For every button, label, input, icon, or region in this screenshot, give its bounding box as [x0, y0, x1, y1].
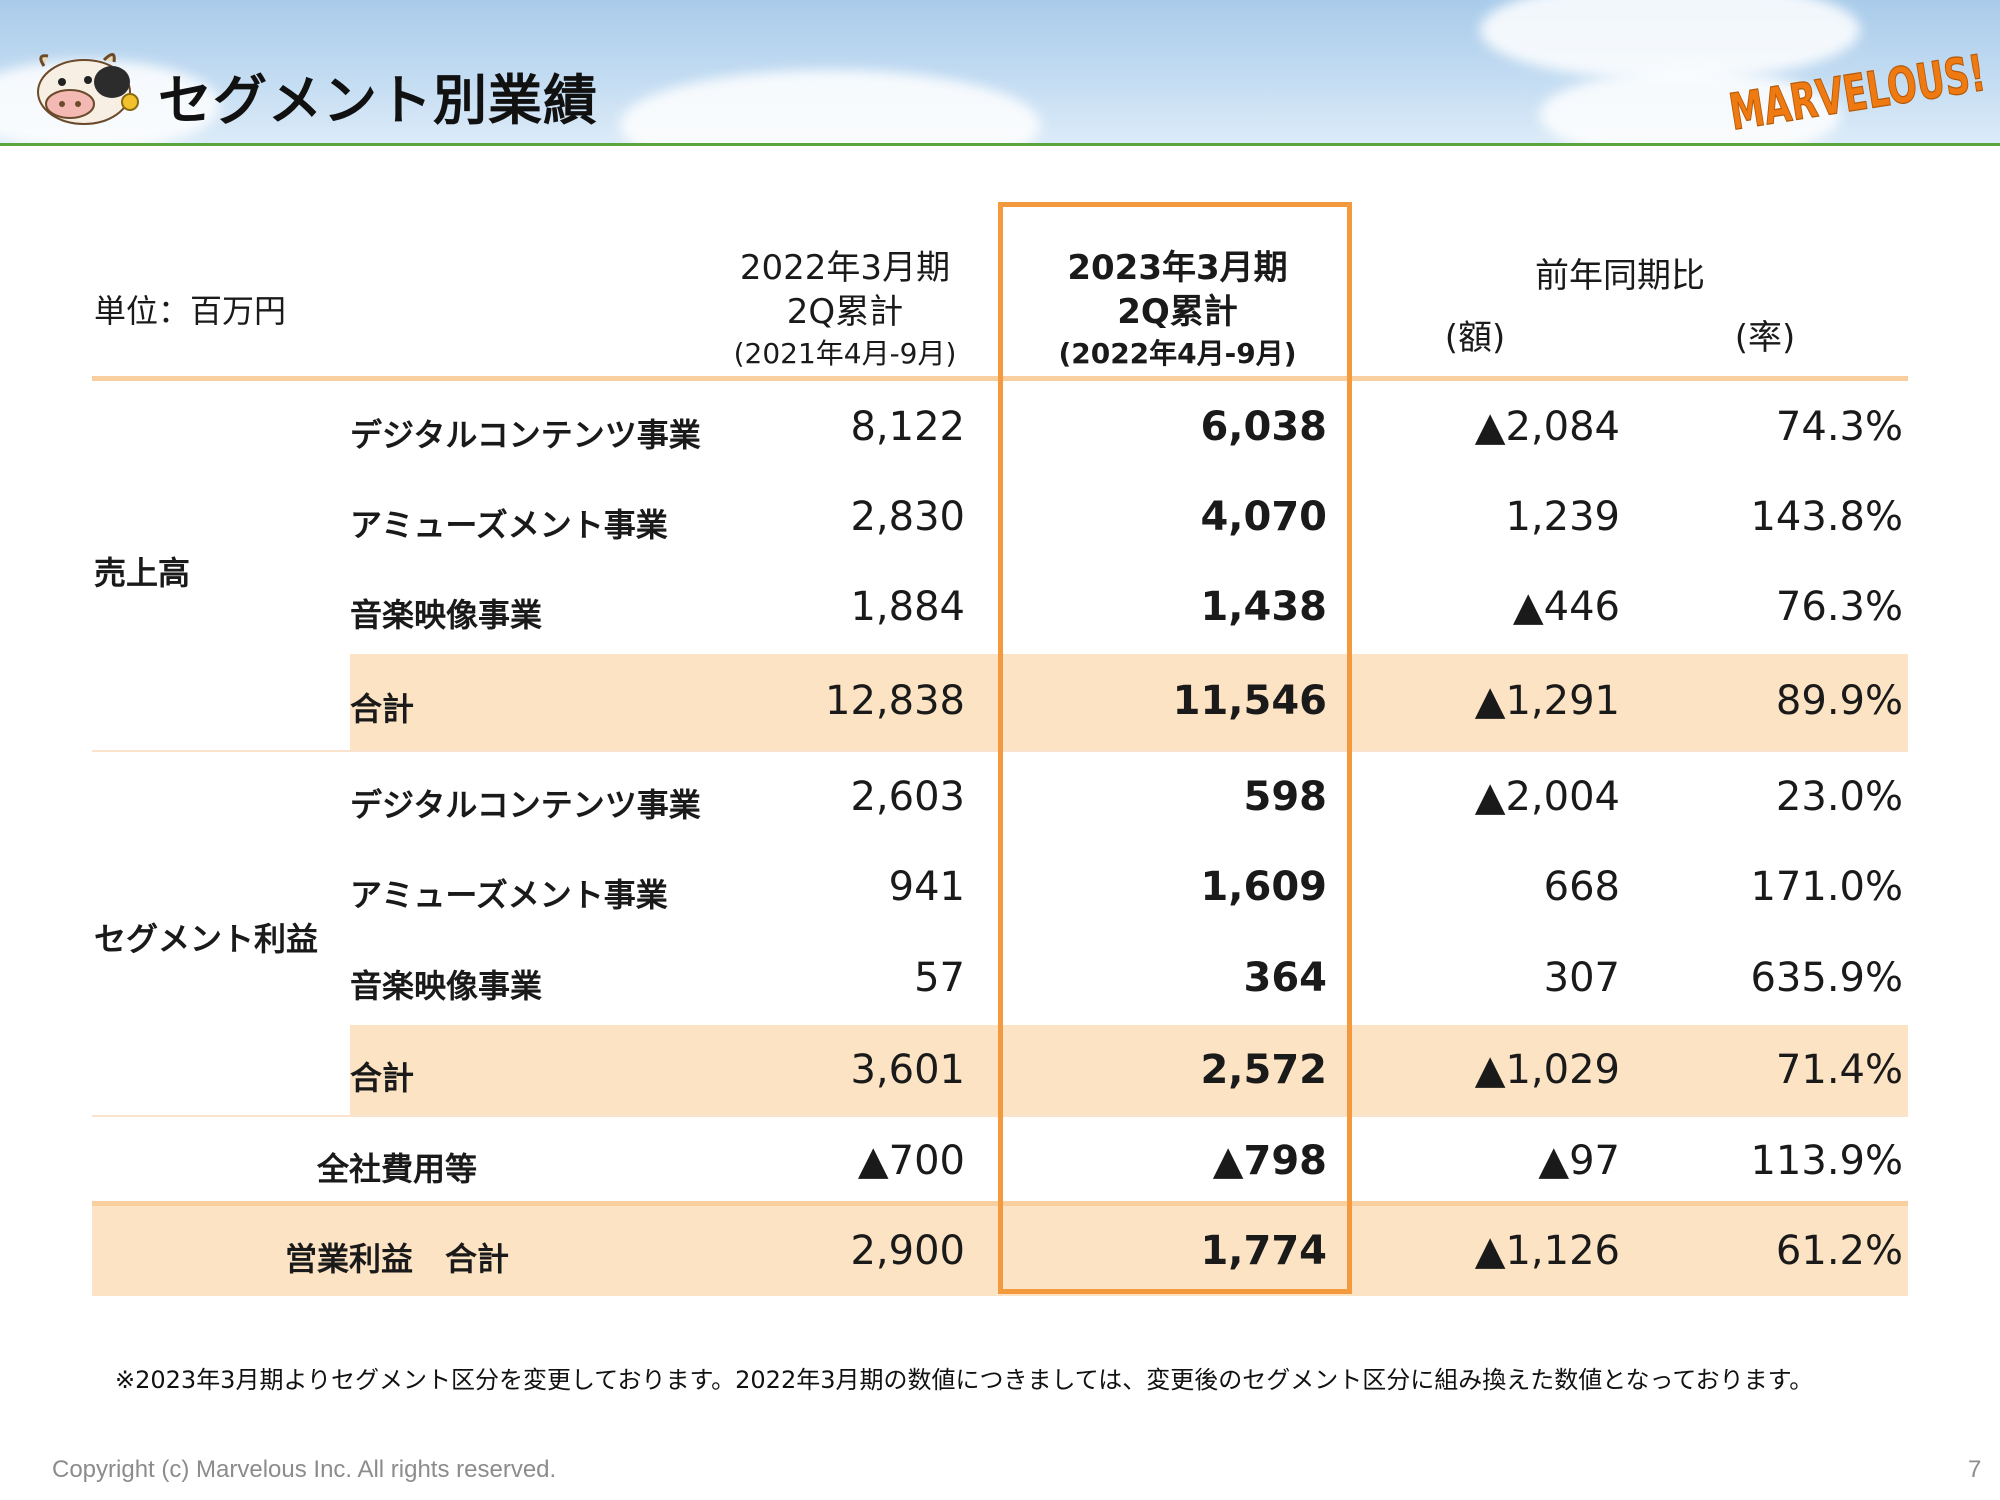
- prev-value: 2,603: [850, 774, 965, 820]
- diff-value: ▲2,004: [1474, 774, 1620, 820]
- prev-value: 57: [914, 955, 965, 1001]
- sales-total-band: [350, 654, 1908, 750]
- curr-col-header-line2: 2Q累計: [1117, 292, 1238, 332]
- rate-value: 71.4%: [1775, 1047, 1903, 1093]
- yoy-amount-header: (額): [1444, 318, 1506, 358]
- unit-label: 単位：百万円: [94, 292, 287, 330]
- diff-value: ▲1,126: [1474, 1228, 1620, 1274]
- curr-col-header-line3: (2022年4月-9月): [1058, 337, 1297, 370]
- rate-value: 113.9%: [1750, 1138, 1903, 1184]
- prev-value: 8,122: [850, 404, 965, 450]
- row-label: 合計: [350, 690, 415, 728]
- prev-value: 2,900: [850, 1228, 965, 1274]
- diff-value: ▲97: [1538, 1138, 1620, 1184]
- row-label: アミューズメント事業: [350, 876, 668, 914]
- diff-value: 1,239: [1505, 494, 1620, 540]
- prev-col-header-line2: 2Q累計: [786, 292, 904, 332]
- cloud-decoration: [1540, 70, 1840, 143]
- yoy-rate-header: (率): [1734, 318, 1796, 358]
- page-title: セグメント別業績: [158, 69, 598, 132]
- prev-value: ▲700: [857, 1138, 965, 1184]
- prev-col-header-line1: 2022年3月期: [739, 248, 951, 288]
- rate-value: 143.8%: [1750, 494, 1903, 540]
- curr-value: ▲798: [1212, 1138, 1327, 1184]
- cloud-decoration: [1480, 0, 1860, 80]
- row-label: アミューズメント事業: [350, 506, 668, 544]
- cow-mascot-icon: [37, 53, 139, 125]
- diff-value: ▲1,291: [1474, 678, 1620, 724]
- prev-col-header-line3: (2021年4月-9月): [733, 337, 957, 370]
- row-label: 全社費用等: [316, 1150, 477, 1188]
- row-label: デジタルコンテンツ事業: [350, 416, 701, 454]
- diff-value: 307: [1543, 955, 1620, 1001]
- curr-value: 11,546: [1172, 678, 1327, 724]
- diff-value: 668: [1543, 864, 1620, 910]
- cloud-decoration: [620, 70, 1040, 143]
- curr-value: 598: [1243, 774, 1328, 820]
- prev-value: 12,838: [825, 678, 965, 724]
- current-period-highlight: [998, 202, 1352, 1294]
- header-divider: [0, 143, 2000, 146]
- diff-value: ▲1,029: [1474, 1047, 1620, 1093]
- curr-value: 1,609: [1200, 864, 1327, 910]
- row-label: デジタルコンテンツ事業: [350, 786, 701, 824]
- curr-value: 1,438: [1200, 584, 1327, 630]
- diff-value: ▲446: [1512, 584, 1620, 630]
- row-label: 音楽映像事業: [350, 596, 543, 634]
- prev-value: 941: [888, 864, 965, 910]
- curr-value: 364: [1243, 955, 1328, 1001]
- page-number: 7: [1968, 1456, 1982, 1483]
- prev-value: 1,884: [850, 584, 965, 630]
- prev-value: 2,830: [850, 494, 965, 540]
- copyright: Copyright (c) Marvelous Inc. All rights …: [52, 1456, 557, 1483]
- marvelous-logo: MARVELOUS!: [1725, 43, 1990, 133]
- group-label-sales: 売上高: [94, 554, 191, 592]
- rate-value: 635.9%: [1750, 955, 1903, 1001]
- rate-value: 171.0%: [1750, 864, 1903, 910]
- group-label-segment-profit: セグメント利益: [94, 920, 319, 958]
- curr-col-header-line1: 2023年3月期: [1067, 248, 1288, 288]
- rate-value: 76.3%: [1775, 584, 1903, 630]
- yoy-col-header: 前年同期比: [1535, 256, 1705, 296]
- header-banner: [0, 0, 2000, 143]
- curr-value: 2,572: [1200, 1047, 1327, 1093]
- profit-total-band: [350, 1025, 1908, 1115]
- curr-value: 6,038: [1200, 404, 1327, 450]
- rate-value: 89.9%: [1775, 678, 1903, 724]
- row-label: 音楽映像事業: [350, 967, 543, 1005]
- row-label: 合計: [350, 1059, 415, 1097]
- row-label: 営業利益 合計: [284, 1240, 509, 1278]
- rate-value: 74.3%: [1775, 404, 1903, 450]
- rate-value: 61.2%: [1775, 1228, 1903, 1274]
- diff-value: ▲2,084: [1474, 404, 1620, 450]
- logo-text: MARVELOUS!: [1725, 44, 1989, 133]
- curr-value: 4,070: [1200, 494, 1327, 540]
- prev-value: 3,601: [850, 1047, 965, 1093]
- rate-value: 23.0%: [1775, 774, 1903, 820]
- footnote: ※2023年3月期よりセグメント区分を変更しております。2022年3月期の数値に…: [115, 1366, 1814, 1394]
- curr-value: 1,774: [1200, 1228, 1327, 1274]
